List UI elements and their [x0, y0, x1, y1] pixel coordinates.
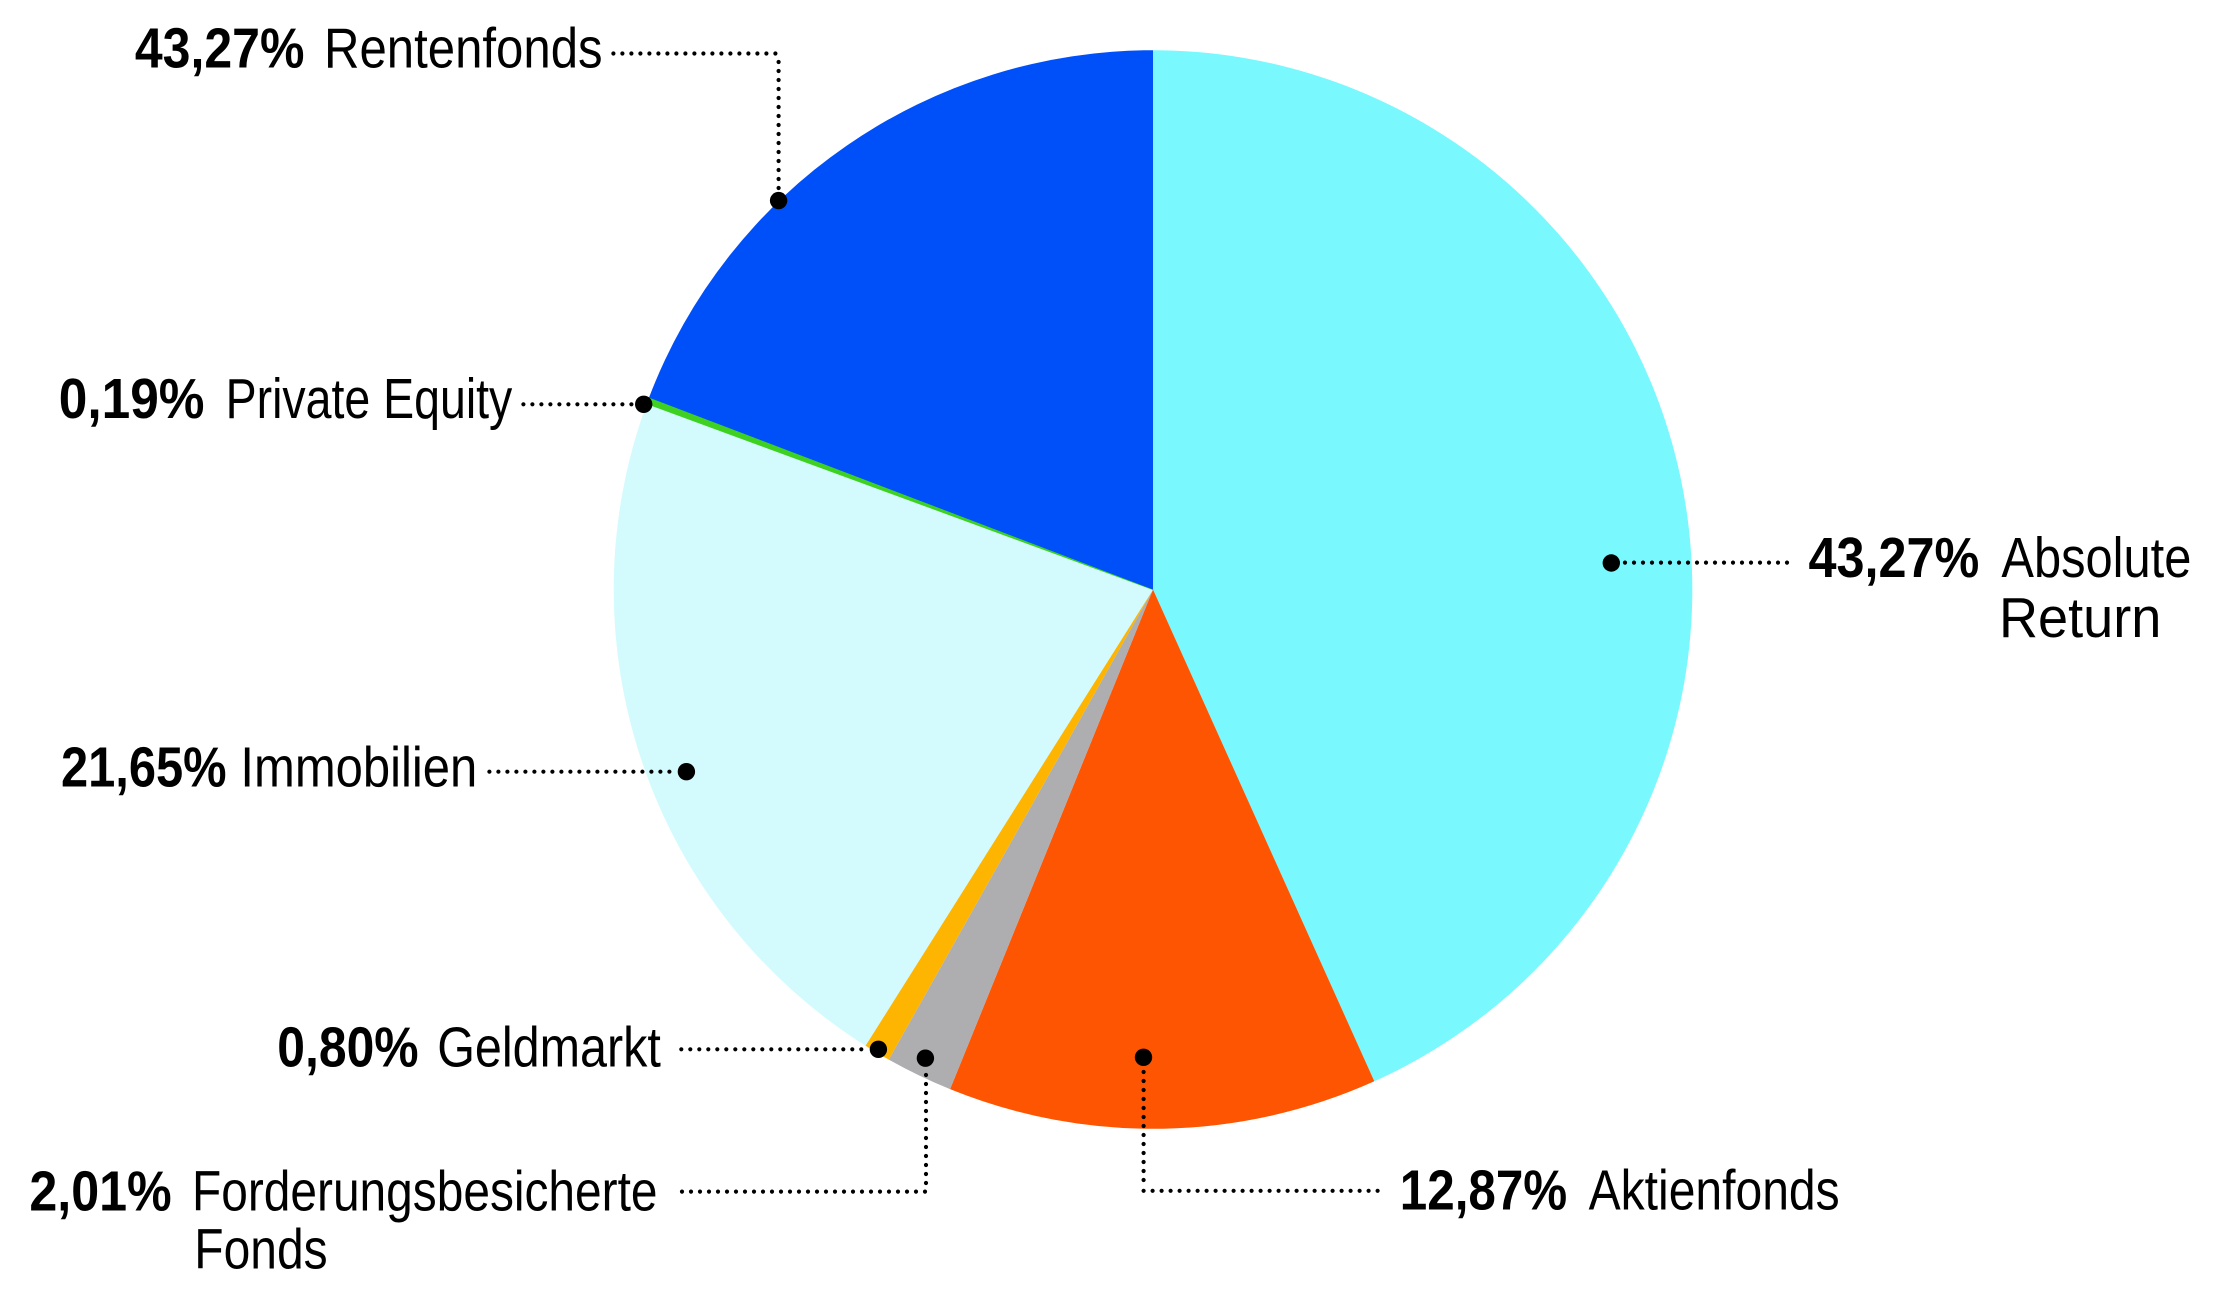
svg-text:0,80%: 0,80% — [277, 1015, 418, 1078]
svg-text:Fonds: Fonds — [194, 1217, 327, 1280]
svg-text:Forderungsbesicherte: Forderungsbesicherte — [192, 1160, 658, 1223]
svg-text:Rentenfonds: Rentenfonds — [324, 17, 603, 80]
svg-text:12,87%: 12,87% — [1400, 1158, 1567, 1221]
svg-text:0,19%: 0,19% — [59, 367, 205, 430]
svg-text:43,27%: 43,27% — [135, 17, 305, 80]
svg-text:Return: Return — [1999, 586, 2161, 649]
svg-text:Private Equity: Private Equity — [226, 367, 513, 430]
svg-text:21,65%: 21,65% — [61, 736, 227, 799]
svg-text:Immobilien: Immobilien — [240, 736, 477, 799]
svg-text:Geldmarkt: Geldmarkt — [437, 1015, 661, 1078]
svg-text:2,01%: 2,01% — [29, 1160, 171, 1223]
svg-text:43,27%: 43,27% — [1809, 526, 1980, 589]
svg-text:Aktienfonds: Aktienfonds — [1589, 1158, 1840, 1221]
svg-text:Absolute: Absolute — [2001, 526, 2191, 589]
